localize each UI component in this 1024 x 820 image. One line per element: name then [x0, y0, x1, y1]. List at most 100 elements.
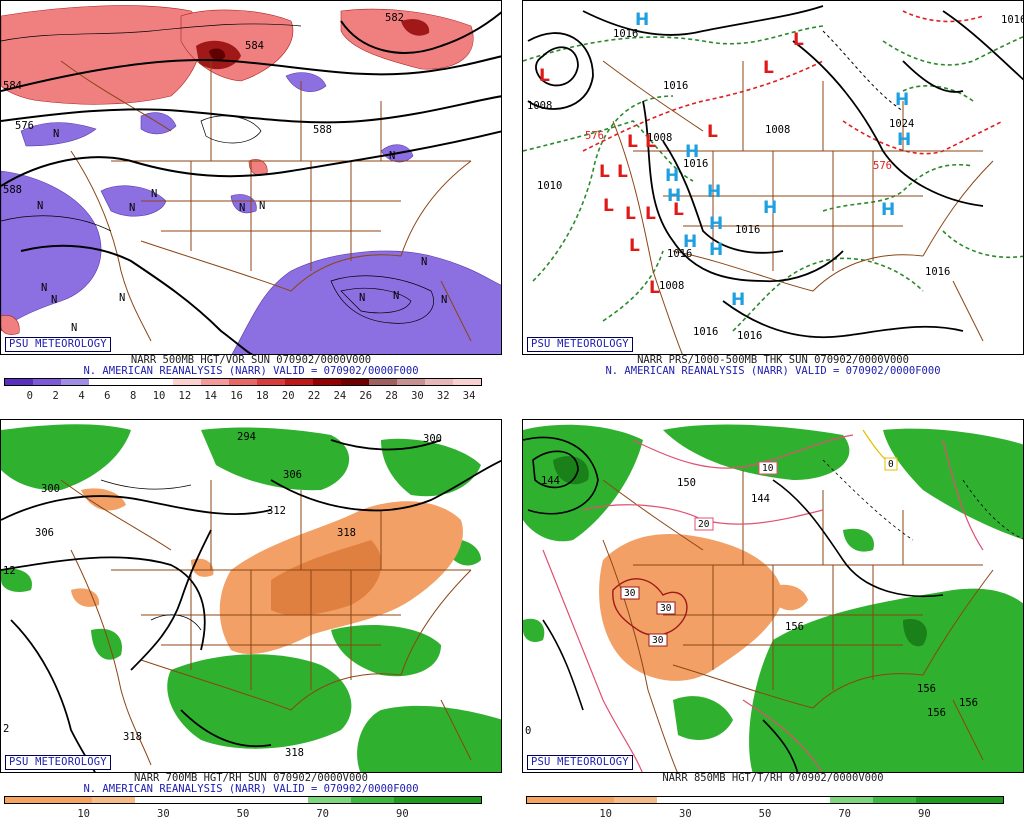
- border: [60, 479, 382, 570]
- border: [400, 160, 472, 257]
- psu-meteorology-badge: PSU METEOROLOGY: [527, 337, 633, 352]
- colorbar-tick-label: 70: [838, 808, 851, 820]
- colorbar-tick-label: 90: [396, 808, 409, 820]
- border: [60, 60, 382, 161]
- high-pressure-center: H: [665, 166, 679, 186]
- coastline: [952, 699, 984, 761]
- colorbar-swatch: [341, 379, 369, 385]
- height-contour: [1, 130, 501, 187]
- colorbar-swatch: [221, 797, 265, 803]
- vort-contour: [330, 275, 434, 324]
- colorbar-ticks: 0 2 4 6 8 10 12 14 16 18 20 22 24 26 28 30 32 34: [4, 390, 482, 402]
- vort-min-label: N: [37, 200, 43, 212]
- height-contour: [762, 719, 799, 772]
- low-pressure-center: L: [629, 236, 640, 256]
- panel-500mb-vorticity: 582 584 576 584 588 588 N N N N N N N N …: [0, 0, 502, 405]
- colorbar-tick-label: 16: [230, 390, 243, 402]
- height-contour: [772, 479, 944, 598]
- border: [712, 151, 874, 271]
- temperature-label-box: [758, 461, 778, 475]
- isobar: [902, 60, 964, 93]
- height-contour: [10, 619, 96, 772]
- high-pressure-center: H: [709, 214, 723, 234]
- isobar-label: 1010: [537, 180, 562, 192]
- vort-min-label: N: [129, 202, 135, 214]
- colorbar-swatch: [33, 379, 61, 385]
- colorbar-rh: [4, 796, 482, 804]
- thickness-576-contour: [902, 10, 984, 23]
- map-500mb: 582 584 576 584 588 588 N N N N N N N N …: [0, 0, 502, 355]
- caption-valid: N. AMERICAN REANALYSIS (NARR) VALID = 07…: [605, 365, 941, 377]
- temperature-label: 30: [624, 588, 636, 599]
- isobar: [582, 5, 824, 36]
- vort-contour: [340, 287, 412, 314]
- vort-pos-region: [248, 159, 268, 176]
- thickness-contour: [732, 257, 924, 332]
- isobar-label: 1016: [1001, 14, 1024, 26]
- colorbar-swatch: [229, 379, 257, 385]
- map-mslp-svg: 1016 1008 1016 1008 1010 1008 1016 1024 …: [523, 5, 1024, 354]
- colorbar-tick-label: 6: [104, 390, 111, 402]
- isobar-label: 1008: [765, 124, 790, 136]
- coastline: [440, 699, 472, 761]
- contour-label: 312: [267, 505, 286, 517]
- isobar: [527, 32, 594, 110]
- rh-moist-region: [357, 705, 501, 772]
- colorbar-tick-label: 0: [26, 390, 33, 402]
- low-pressure-center: L: [617, 162, 628, 182]
- vort-min-label: N: [71, 322, 77, 334]
- colorbar-swatch: [91, 797, 135, 803]
- coastline: [70, 549, 152, 766]
- temperature-label-box: [620, 586, 640, 600]
- thickness-contour: [942, 230, 1023, 259]
- temperature-label: 0: [888, 459, 894, 470]
- colorbar-swatch: [48, 797, 92, 803]
- contour-label: 2: [3, 723, 9, 735]
- height-contour-dashed: [962, 479, 1023, 540]
- colorbar-tick-label: 34: [462, 390, 476, 402]
- map-mslp: 1016 1008 1016 1008 1010 1008 1016 1024 …: [522, 0, 1024, 355]
- contour-label: 300: [423, 433, 442, 445]
- rh-moist-region: [523, 618, 545, 642]
- map-850mb-svg: 144 150 144 156 156 156 156 0 10 20 30 3…: [523, 424, 1023, 772]
- colorbar-swatch: [257, 379, 285, 385]
- colorbar-swatch: [173, 379, 201, 385]
- isobar-label: 1008: [659, 280, 684, 292]
- high-pressure-center: H: [709, 240, 723, 260]
- temperature-label: 30: [660, 603, 672, 614]
- high-pressure-center: H: [683, 232, 697, 252]
- height-contour: [20, 244, 254, 354]
- contour-label: 150: [677, 477, 696, 489]
- border: [602, 60, 904, 151]
- height-contour: [340, 11, 501, 54]
- vort-min-label: N: [393, 290, 399, 302]
- thickness-contour: [902, 85, 974, 102]
- height-contour: [180, 709, 272, 748]
- isobar: [642, 100, 844, 283]
- isobar-label: 1016: [737, 330, 762, 342]
- height-contour: [130, 529, 212, 671]
- border: [663, 195, 923, 227]
- isobar: [722, 300, 964, 339]
- colorbar-swatch: [873, 797, 917, 803]
- colorbar-tick-label: 18: [256, 390, 269, 402]
- colorbar-tick-label: 22: [307, 390, 321, 402]
- rh-moist-region: [1, 568, 32, 592]
- temperature-contour: [632, 434, 854, 469]
- colorbar-swatch: [425, 379, 453, 385]
- map-700mb: 294 300 300 306 306 312 318 318 318 12 2…: [0, 419, 502, 773]
- vort-min-label: N: [239, 202, 245, 214]
- panel-mslp-thickness: 1016 1008 1016 1008 1010 1008 1016 1024 …: [522, 0, 1024, 405]
- vort-neg-region: [1, 170, 102, 332]
- colorbar-swatch: [5, 797, 49, 803]
- colorbar-tick-label: 24: [333, 390, 347, 402]
- vort-pos-region: [1, 315, 20, 335]
- height-contour: [1, 95, 501, 124]
- colorbar-swatch: [89, 379, 117, 385]
- temperature-label-box: [656, 601, 676, 615]
- colorbar-tick-label: 26: [359, 390, 373, 402]
- high-pressure-center: H: [763, 198, 777, 218]
- caption-product: NARR 500MB HGT/VOR SUN 070902/0000V000: [130, 354, 372, 366]
- colorbar-swatch: [285, 379, 313, 385]
- rh-moist-region: [201, 427, 350, 491]
